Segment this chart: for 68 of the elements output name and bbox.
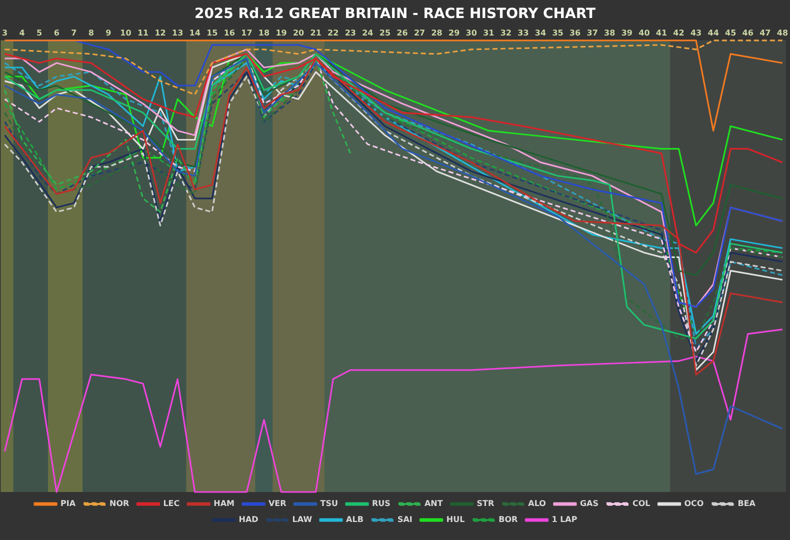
x-tick-label: 30 bbox=[466, 28, 478, 38]
x-tick-label: 18 bbox=[258, 28, 270, 38]
x-tick-label: 19 bbox=[276, 28, 288, 38]
legend-label: BOR bbox=[498, 515, 518, 524]
legend-label: 1 LAP bbox=[552, 515, 578, 524]
x-tick-label: 10 bbox=[120, 28, 132, 38]
x-tick-label: 15 bbox=[206, 28, 218, 38]
x-tick-label: 3 bbox=[2, 28, 8, 38]
x-tick-label: 17 bbox=[241, 28, 252, 38]
x-tick-label: 48 bbox=[776, 28, 788, 38]
legend-label: STR bbox=[476, 499, 494, 508]
legend-label: BEA bbox=[738, 499, 756, 508]
legend-label: LEC bbox=[163, 499, 180, 508]
x-tick-label: 33 bbox=[518, 28, 529, 38]
x-tick-label: 16 bbox=[224, 28, 236, 38]
x-tick-label: 9 bbox=[106, 28, 112, 38]
legend-label: HAM bbox=[214, 499, 235, 508]
legend-label: NOR bbox=[110, 499, 130, 508]
x-tick-label: 45 bbox=[725, 28, 737, 38]
x-tick-label: 8 bbox=[88, 28, 94, 38]
x-tick-label: 20 bbox=[292, 28, 305, 38]
x-tick-label: 23 bbox=[344, 28, 356, 38]
legend-label: RUS bbox=[372, 499, 391, 508]
x-tick-label: 40 bbox=[638, 28, 650, 38]
x-tick-label: 44 bbox=[708, 28, 720, 38]
legend-label: OCO bbox=[684, 499, 704, 508]
x-tick-label: 4 bbox=[19, 28, 26, 38]
x-tick-label: 31 bbox=[483, 28, 495, 38]
x-tick-label: 12 bbox=[154, 28, 166, 38]
x-tick-label: 37 bbox=[586, 28, 598, 38]
legend-label: GAS bbox=[580, 499, 599, 508]
x-tick-label: 27 bbox=[414, 28, 426, 38]
x-tick-label: 21 bbox=[310, 28, 322, 38]
chart-title: 2025 Rd.12 GREAT BRITAIN - RACE HISTORY CHART bbox=[194, 6, 596, 22]
legend-label: HAD bbox=[238, 515, 259, 524]
x-tick-label: 28 bbox=[431, 28, 443, 38]
x-tick-label: 32 bbox=[500, 28, 512, 38]
x-tick-label: 43 bbox=[690, 28, 702, 38]
legend-label: ANT bbox=[424, 499, 444, 508]
x-tick-label: 7 bbox=[71, 28, 77, 38]
x-tick-label: 13 bbox=[172, 28, 184, 38]
x-tick-label: 29 bbox=[448, 28, 460, 38]
x-tick-label: 34 bbox=[534, 28, 546, 38]
x-tick-label: 14 bbox=[189, 28, 201, 38]
x-tick-label: 36 bbox=[569, 28, 582, 38]
x-tick-label: 22 bbox=[328, 28, 339, 38]
x-tick-label: 39 bbox=[621, 28, 633, 38]
x-tick-label: 26 bbox=[396, 28, 408, 38]
x-tick-label: 25 bbox=[379, 28, 391, 38]
x-tick-label: 41 bbox=[656, 28, 668, 38]
x-tick-label: 5 bbox=[36, 28, 43, 38]
x-tick-label: 35 bbox=[552, 28, 564, 38]
legend-label: HUL bbox=[446, 515, 465, 524]
x-tick-label: 47 bbox=[760, 28, 771, 38]
legend-label: SAI bbox=[397, 515, 412, 524]
x-tick-label: 24 bbox=[362, 28, 374, 38]
legend-label: ALO bbox=[528, 499, 546, 508]
x-tick-label: 6 bbox=[54, 28, 60, 38]
legend-label: VER bbox=[268, 499, 286, 508]
x-tick-label: 46 bbox=[742, 28, 754, 38]
x-tick-label: 11 bbox=[137, 28, 150, 38]
legend-label: TSU bbox=[320, 499, 338, 508]
x-tick-label: 42 bbox=[673, 28, 684, 38]
legend-label: COL bbox=[632, 499, 650, 508]
x-tick-label: 38 bbox=[604, 28, 616, 38]
legend-label: PIA bbox=[60, 499, 76, 508]
legend-label: ALB bbox=[346, 515, 364, 524]
legend-label: LAW bbox=[292, 515, 312, 524]
